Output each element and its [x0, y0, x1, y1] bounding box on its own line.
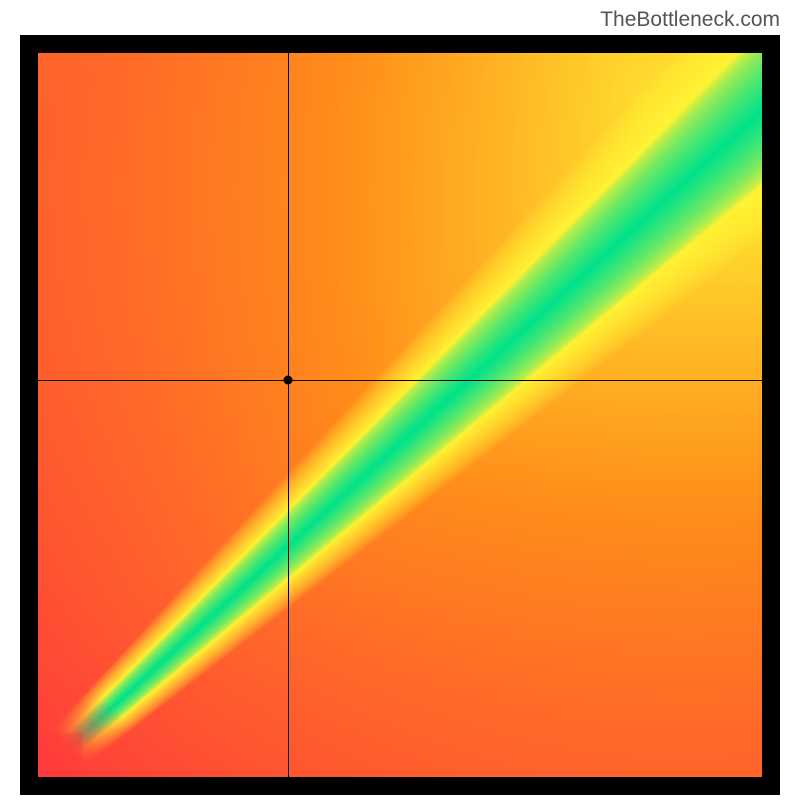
crosshair-vertical [288, 53, 289, 777]
crosshair-horizontal [38, 380, 762, 381]
chart-frame [20, 35, 780, 795]
watermark-text: TheBottleneck.com [600, 8, 780, 32]
heatmap-canvas [38, 53, 762, 777]
crosshair-marker [283, 376, 292, 385]
